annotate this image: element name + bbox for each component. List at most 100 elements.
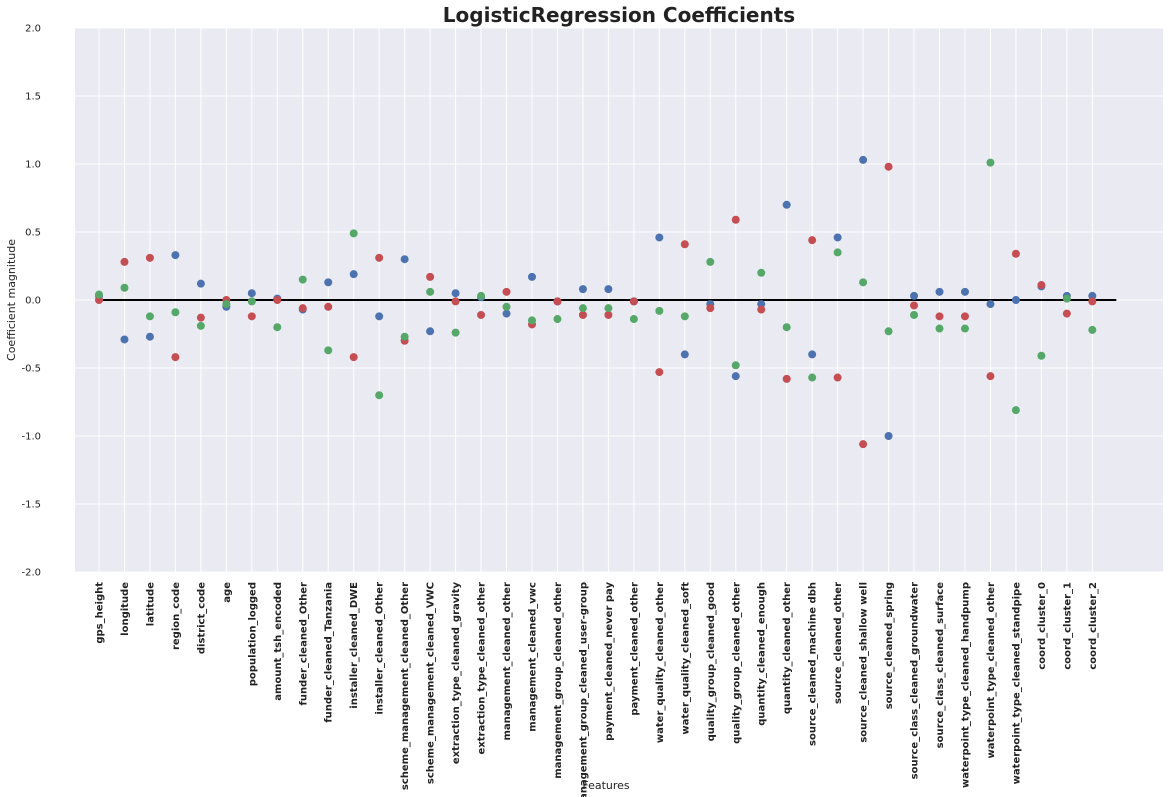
data-point-series-1 bbox=[1088, 297, 1097, 306]
data-point-series-0 bbox=[655, 233, 664, 242]
x-tick-label: coord_cluster_0 bbox=[1037, 582, 1048, 670]
data-point-series-2 bbox=[273, 323, 282, 332]
x-tick-label: management_cleaned_vwc bbox=[527, 582, 538, 732]
data-point-series-0 bbox=[247, 289, 256, 298]
y-tick-label: 2.0 bbox=[25, 24, 41, 35]
data-point-series-0 bbox=[349, 270, 358, 279]
x-tick-label: payment_cleaned_other bbox=[629, 582, 640, 716]
data-point-series-1 bbox=[502, 287, 511, 296]
data-point-series-1 bbox=[680, 240, 689, 249]
x-tick-label: waterpoint_type_cleaned_other bbox=[986, 582, 997, 759]
data-point-series-2 bbox=[1037, 351, 1046, 360]
data-point-series-1 bbox=[935, 312, 944, 321]
data-point-series-1 bbox=[247, 312, 256, 321]
data-point-series-1 bbox=[553, 297, 562, 306]
data-point-series-1 bbox=[273, 296, 282, 304]
data-point-series-2 bbox=[171, 308, 180, 317]
y-tick-label: -1.0 bbox=[21, 432, 41, 443]
data-point-series-1 bbox=[578, 310, 587, 319]
data-point-series-2 bbox=[451, 328, 460, 337]
data-point-series-1 bbox=[349, 353, 358, 362]
data-point-series-1 bbox=[1037, 281, 1046, 290]
data-point-series-2 bbox=[298, 275, 307, 284]
data-point-series-1 bbox=[451, 297, 460, 306]
data-point-series-2 bbox=[731, 361, 740, 370]
data-point-series-0 bbox=[910, 291, 919, 300]
data-point-series-0 bbox=[171, 251, 180, 260]
data-point-series-2 bbox=[757, 268, 766, 277]
chart-title: LogisticRegression Coefficients bbox=[443, 3, 795, 27]
x-tick-label: water_quality_cleaned_other bbox=[655, 582, 666, 743]
data-point-series-1 bbox=[884, 162, 893, 171]
data-point-series-0 bbox=[833, 233, 842, 242]
data-point-series-1 bbox=[171, 353, 180, 362]
x-tick-label: scheme_management_cleaned_VWC bbox=[426, 582, 437, 784]
x-tick-label: management_cleaned_other bbox=[502, 582, 513, 741]
x-tick-label: waterpoint_type_cleaned_handpump bbox=[960, 582, 971, 788]
data-point-series-1 bbox=[145, 253, 154, 262]
x-tick-label: amount_tsh_encoded bbox=[273, 582, 284, 701]
data-point-series-2 bbox=[578, 304, 587, 313]
data-point-series-0 bbox=[935, 287, 944, 296]
x-tick-label: gps_height bbox=[95, 582, 106, 644]
data-point-series-2 bbox=[553, 315, 562, 324]
x-axis-label: Features bbox=[582, 779, 630, 792]
x-tick-label: management_group_cleaned_other bbox=[553, 582, 564, 779]
x-tick-label: funder_cleaned_Tanzania bbox=[324, 582, 335, 723]
data-point-series-1 bbox=[477, 310, 486, 319]
data-point-series-0 bbox=[120, 335, 129, 344]
data-point-series-1 bbox=[655, 368, 664, 377]
data-point-series-2 bbox=[960, 324, 969, 333]
y-axis-label: Coefficient magnitude bbox=[5, 239, 18, 361]
data-point-series-1 bbox=[859, 440, 868, 449]
data-point-series-1 bbox=[324, 302, 333, 311]
x-tick-label: age bbox=[222, 582, 233, 603]
data-point-series-1 bbox=[910, 301, 919, 310]
data-point-series-2 bbox=[349, 229, 358, 238]
data-point-series-0 bbox=[884, 432, 893, 440]
data-point-series-2 bbox=[247, 297, 256, 306]
data-point-series-2 bbox=[604, 304, 613, 313]
data-point-series-2 bbox=[782, 323, 791, 332]
x-tick-label: latitude bbox=[145, 582, 156, 626]
x-tick-label: district_code bbox=[196, 582, 207, 654]
data-point-series-2 bbox=[145, 312, 154, 321]
data-point-series-2 bbox=[859, 278, 868, 287]
data-point-series-1 bbox=[960, 312, 969, 321]
data-point-series-1 bbox=[298, 304, 307, 313]
data-point-series-2 bbox=[527, 316, 536, 325]
y-tick-label: 1.0 bbox=[25, 160, 41, 171]
data-point-series-2 bbox=[986, 158, 995, 167]
data-point-series-0 bbox=[400, 255, 409, 264]
x-tick-label: source_class_cleaned_groundwater bbox=[910, 582, 921, 779]
x-tick-label: coord_cluster_1 bbox=[1062, 582, 1073, 670]
data-point-series-2 bbox=[502, 302, 511, 311]
y-axis-ticks: -2.0 -1.5 -1.0 -0.5 0.0 0.5 1.0 1.5 2.0 bbox=[21, 24, 41, 579]
data-point-series-0 bbox=[1011, 296, 1020, 304]
x-tick-label: waterpoint_type_cleaned_standpipe bbox=[1011, 582, 1022, 785]
x-tick-label: extraction_type_cleaned_other bbox=[477, 582, 488, 755]
y-tick-label: 1.5 bbox=[25, 92, 41, 103]
x-tick-label: source_cleaned_other bbox=[833, 582, 844, 704]
data-point-series-0 bbox=[375, 312, 384, 321]
data-point-series-2 bbox=[808, 373, 817, 382]
y-tick-label: -1.5 bbox=[21, 500, 41, 511]
data-point-series-2 bbox=[884, 327, 893, 336]
x-tick-label: region_code bbox=[171, 582, 182, 650]
data-point-series-1 bbox=[833, 373, 842, 382]
data-point-series-2 bbox=[629, 315, 638, 324]
data-point-series-2 bbox=[426, 287, 435, 296]
x-tick-label: water_quality_cleaned_soft bbox=[680, 582, 691, 735]
data-point-series-1 bbox=[808, 236, 817, 245]
data-point-series-2 bbox=[1088, 325, 1097, 334]
x-tick-label: source_class_cleaned_surface bbox=[935, 582, 946, 749]
data-point-series-2 bbox=[324, 346, 333, 355]
data-point-series-2 bbox=[196, 321, 205, 330]
data-point-series-2 bbox=[935, 324, 944, 333]
y-tick-label: -2.0 bbox=[21, 568, 41, 579]
y-tick-label: 0.0 bbox=[25, 296, 41, 307]
data-point-series-1 bbox=[120, 257, 129, 266]
y-tick-label: 0.5 bbox=[25, 228, 41, 239]
data-point-series-2 bbox=[400, 332, 409, 341]
